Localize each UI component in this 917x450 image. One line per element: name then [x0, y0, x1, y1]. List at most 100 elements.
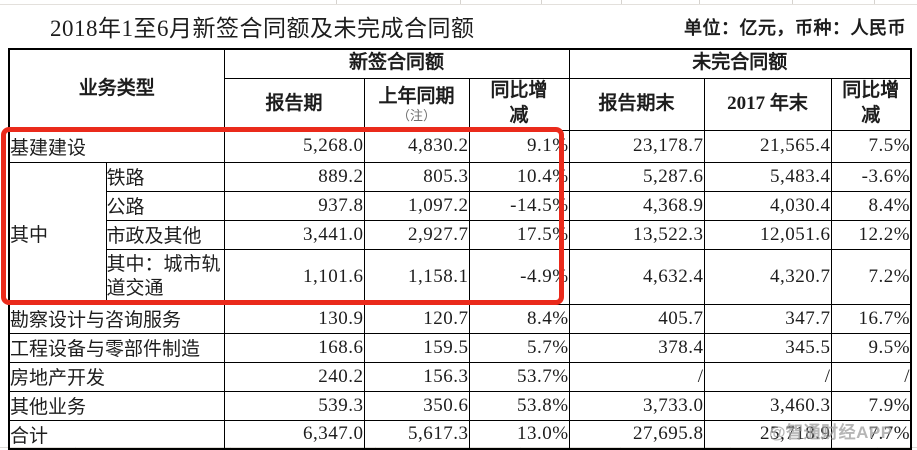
value-cell: 23,178.7: [568, 129, 705, 163]
value-cell: -4.9%: [468, 248, 570, 305]
table-row: 勘察设计与咨询服务 130.9 120.7 8.4% 405.7 347.7 1…: [8, 303, 912, 334]
value-cell: 2,927.7: [363, 219, 470, 250]
value-cell: 120.7: [363, 303, 470, 334]
table-row: 其中 铁路 889.2 805.3 10.4% 5,287.6 5,483.4 …: [8, 161, 912, 305]
row-label-cell: 铁路: [105, 161, 225, 192]
row-label-cell: 其他业务: [8, 390, 225, 421]
value-cell: 4,030.4: [703, 190, 832, 221]
row-label-cell: 市政及其他: [105, 219, 225, 250]
value-cell: 350.6: [363, 390, 470, 421]
row-label-cell: 合计: [8, 419, 225, 450]
row-label-cell: 基建建设: [8, 129, 225, 163]
value-cell: 130.9: [223, 303, 365, 334]
watermark: @智通财经APP: [769, 423, 893, 442]
value-cell: 9.1%: [468, 129, 570, 163]
value-cell: 27,695.8: [568, 419, 705, 450]
value-cell: 159.5: [363, 332, 470, 363]
value-cell: 5,617.3: [363, 419, 470, 450]
table-row: 基建建设 5,268.0 4,830.2 9.1% 23,178.7 21,56…: [8, 129, 912, 163]
row-label-cell: 工程设备与零部件制造: [8, 332, 225, 363]
value-cell: -3.6%: [830, 161, 912, 192]
value-cell: 9.5%: [830, 332, 912, 363]
header-yoy-change-unfinished: 同比增减: [830, 77, 912, 131]
value-cell: 168.6: [223, 332, 365, 363]
header-end-of-2017: 2017 年末: [703, 77, 832, 131]
value-cell: 13,522.3: [568, 219, 705, 250]
value-cell: 4,830.2: [363, 129, 470, 163]
value-cell: 7.5%: [830, 129, 912, 163]
gridline-tick: [699, 0, 700, 4]
value-cell: 12.2%: [830, 219, 912, 250]
prior-year-note: （注）: [397, 108, 437, 124]
value-cell: 17.5%: [468, 219, 570, 250]
value-cell: 3,460.3: [703, 390, 832, 421]
among-label-cell: 其中: [8, 161, 107, 305]
header-group-unfinished: 未完合同额: [568, 48, 912, 79]
header-group-new-signed: 新签合同额: [223, 48, 570, 79]
header-group-row: 业务类型 新签合同额 未完合同额: [8, 48, 912, 131]
gridline-tick: [460, 0, 461, 4]
value-cell: 5,483.4: [703, 161, 832, 192]
header-reporting-period-end: 报告期末: [568, 77, 705, 131]
prior-year-label: 上年同期: [378, 85, 455, 107]
value-cell: 3,441.0: [223, 219, 365, 250]
value-cell: 8.4%: [468, 303, 570, 334]
row-label-cell: 勘察设计与咨询服务: [8, 303, 225, 334]
table-row: 市政及其他 3,441.0 2,927.7 17.5% 13,522.3 12,…: [9, 219, 912, 250]
value-cell: 5.7%: [468, 332, 570, 363]
row-label-cell: 房地产开发: [8, 361, 225, 392]
page-title: 2018年1至6月新签合同额及未完成合同额: [50, 16, 475, 41]
gridline-tick: [874, 0, 875, 4]
value-cell: 937.8: [223, 190, 365, 221]
value-cell: 53.8%: [468, 390, 570, 421]
value-cell: 21,565.4: [703, 129, 832, 163]
table-row: 公路 937.8 1,097.2 -14.5% 4,368.9 4,030.4 …: [9, 190, 912, 221]
value-cell: 53.7%: [468, 361, 570, 392]
value-cell: 889.2: [223, 161, 365, 192]
value-cell: 12,051.6: [703, 219, 832, 250]
value-cell: 25,718.9: [703, 419, 832, 450]
value-cell: /: [568, 361, 705, 392]
value-cell: 5,287.6: [568, 161, 705, 192]
header-business-type: 业务类型: [8, 48, 225, 131]
gridline-tick: [792, 0, 793, 4]
value-cell: /: [703, 361, 832, 392]
value-cell: 345.5: [703, 332, 832, 363]
table-row: 其中：城市轨道交通 1,101.6 1,158.1 -4.9% 4,632.4 …: [9, 248, 912, 305]
value-cell: 240.2: [223, 361, 365, 392]
value-cell: 16.7%: [830, 303, 912, 334]
value-cell: 1,158.1: [363, 248, 470, 305]
value-cell: 8.4%: [830, 190, 912, 221]
value-cell: 7.7%: [830, 419, 912, 450]
value-cell: 3,733.0: [568, 390, 705, 421]
table-row: 房地产开发 240.2 156.3 53.7% / / /: [8, 361, 912, 392]
value-cell: 10.4%: [468, 161, 570, 192]
value-cell: 4,368.9: [568, 190, 705, 221]
value-cell: -14.5%: [468, 190, 570, 221]
value-cell: 7.9%: [830, 390, 912, 421]
value-cell: 13.0%: [468, 419, 570, 450]
value-cell: 7.2%: [830, 248, 912, 305]
contracts-table: 业务类型 新签合同额 未完合同额 报告期 上年同期 （注） 同比增减 报告期末 …: [8, 48, 913, 450]
value-cell: 5,268.0: [223, 129, 365, 163]
header-yoy-change-new: 同比增减: [468, 77, 570, 131]
gridline-tick: [621, 0, 622, 4]
value-cell: 4,632.4: [568, 248, 705, 305]
value-cell: 156.3: [363, 361, 470, 392]
header-reporting-period: 报告期: [223, 77, 365, 131]
value-cell: 378.4: [568, 332, 705, 363]
row-label-cell: 公路: [105, 190, 225, 221]
header-prior-year-same-period: 上年同期 （注）: [363, 77, 470, 131]
value-cell: 6,347.0: [223, 419, 365, 450]
gridline-tick: [541, 0, 542, 4]
value-cell: 805.3: [363, 161, 470, 192]
table-row: 工程设备与零部件制造 168.6 159.5 5.7% 378.4 345.5 …: [8, 332, 912, 363]
gridline-tick: [336, 0, 337, 4]
header-sub-row: 报告期 上年同期 （注） 同比增减 报告期末 2017 年末 同比增减: [9, 77, 912, 131]
table-row: 其他业务 539.3 350.6 53.8% 3,733.0 3,460.3 7…: [8, 390, 912, 421]
table-row: 合计 6,347.0 5,617.3 13.0% 27,695.8 25,718…: [8, 419, 912, 450]
value-cell: 405.7: [568, 303, 705, 334]
value-cell: 1,101.6: [223, 248, 365, 305]
value-cell: /: [830, 361, 912, 392]
